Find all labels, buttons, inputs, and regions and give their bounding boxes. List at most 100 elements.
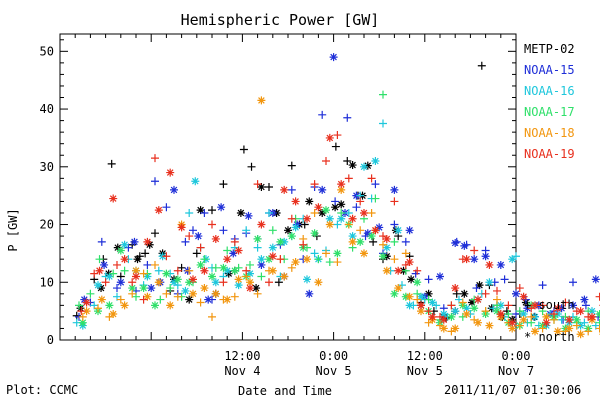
data-point-north — [151, 301, 159, 310]
data-point-south — [246, 260, 254, 269]
legend-item-noaa-17: NOAA-17 — [524, 105, 575, 119]
data-point-north — [257, 183, 266, 191]
data-point-north — [105, 272, 114, 281]
data-point-south — [242, 226, 251, 235]
data-point-north — [337, 214, 346, 223]
data-point-north — [211, 278, 220, 287]
data-point-north — [462, 304, 471, 313]
data-point-south — [390, 237, 399, 246]
data-point-north — [265, 255, 273, 264]
data-point-south — [185, 208, 194, 217]
data-point-south — [101, 278, 110, 287]
data-point-south — [369, 237, 378, 246]
data-point-north — [104, 269, 113, 278]
data-point-north — [417, 307, 425, 316]
data-point-south — [185, 266, 194, 275]
data-point-north — [439, 315, 448, 324]
data-point-south — [344, 174, 353, 183]
y-tick-label: 50 — [40, 44, 54, 58]
data-point-north — [436, 272, 444, 281]
data-point-north — [246, 269, 254, 278]
data-point-north — [181, 286, 190, 295]
data-point-south — [151, 260, 159, 269]
data-point-south — [253, 243, 262, 252]
data-point-south — [173, 266, 182, 275]
y-tick-label: 30 — [40, 160, 54, 174]
data-point-south — [481, 307, 490, 316]
data-point-north — [154, 278, 163, 287]
data-point-south — [379, 119, 387, 128]
data-point-north — [417, 301, 425, 310]
data-point-south — [113, 260, 121, 269]
data-point-north — [485, 260, 494, 269]
data-point-north — [428, 298, 437, 307]
data-point-north — [591, 275, 600, 284]
data-point-south — [343, 113, 352, 122]
data-point-north — [462, 310, 471, 319]
data-point-south — [200, 255, 209, 264]
data-point-north — [246, 284, 254, 293]
data-point-south — [515, 284, 524, 293]
data-point-north — [318, 185, 327, 194]
chart-title: Hemispheric Power [GW] — [181, 11, 380, 29]
data-point-south — [344, 208, 353, 217]
footer-plot-source: Plot: CCMC — [6, 383, 79, 397]
data-points — [72, 53, 600, 339]
data-point-south — [265, 183, 273, 191]
data-point-north — [569, 301, 577, 310]
data-point-north — [170, 278, 178, 287]
data-point-north — [405, 292, 414, 301]
data-point-north — [223, 255, 232, 264]
y-axis-label: P [GW] — [6, 208, 20, 251]
data-point-south — [367, 208, 376, 217]
data-point-south — [527, 312, 536, 321]
data-point-north — [542, 312, 551, 321]
legend-item-noaa-19: NOAA-19 — [524, 147, 575, 161]
data-point-south — [390, 197, 399, 206]
data-point-north — [236, 208, 245, 217]
data-point-south — [477, 61, 486, 70]
data-point-south — [371, 194, 380, 203]
data-point-north — [572, 315, 581, 324]
data-point-south — [344, 220, 353, 229]
data-point-south — [77, 307, 86, 316]
data-point-north — [467, 298, 476, 307]
data-point-north — [211, 289, 220, 298]
data-point-south — [116, 295, 125, 304]
data-point-north — [147, 284, 156, 293]
data-point-south — [151, 229, 159, 238]
data-point-north — [224, 269, 233, 278]
data-point-north — [360, 208, 368, 217]
data-point-north — [208, 272, 216, 281]
data-point-south — [247, 162, 256, 171]
data-point-south — [86, 289, 95, 298]
data-point-north — [367, 232, 376, 241]
data-point-north — [519, 310, 528, 319]
data-point-south — [154, 266, 163, 275]
x-tick-label-time: 0:00 — [319, 349, 348, 363]
data-point-north — [325, 133, 334, 142]
data-point-south — [230, 237, 239, 246]
data-point-north — [293, 220, 302, 229]
data-point-north — [451, 324, 460, 333]
data-point-north — [97, 295, 106, 304]
data-point-north — [325, 220, 334, 229]
data-point-north — [191, 177, 200, 186]
data-point-north — [291, 258, 300, 267]
data-point-south — [322, 157, 330, 166]
data-point-south — [276, 255, 285, 264]
data-point-south — [242, 266, 251, 275]
data-point-south — [162, 289, 171, 298]
data-point-north — [166, 168, 175, 177]
data-point-north — [360, 162, 368, 171]
marker-legend-north: * north — [524, 330, 575, 344]
data-point-south — [572, 321, 581, 330]
data-point-north — [194, 232, 203, 241]
data-point-north — [234, 275, 243, 284]
data-point-north — [244, 211, 253, 220]
data-point-south — [538, 301, 547, 310]
data-point-north — [204, 295, 213, 304]
data-point-north — [170, 185, 178, 194]
data-point-north — [303, 214, 311, 223]
data-point-north — [303, 275, 311, 284]
